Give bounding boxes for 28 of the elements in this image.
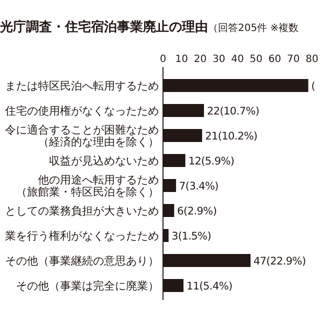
x-tick-label: 60 (268, 54, 282, 65)
x-tick-label: 0 (160, 54, 166, 65)
y-tick-label: 令に適合することが困難なため（経済的な理由を除く） (5, 124, 159, 148)
y-tick-label: その他（事業は完全に廃業） (16, 280, 159, 292)
data-label: 11(5.4%) (186, 280, 233, 292)
y-tick-label: または特区民泊へ転用するため (5, 80, 159, 92)
data-label: 6(2.9%) (177, 206, 217, 218)
x-tick-label: 80 (306, 54, 318, 65)
x-tick-label: 50 (250, 54, 262, 65)
chart-subtitle: （回答205件 ※複数 (208, 22, 299, 34)
y-tick-label: 収益が見込めないため (49, 154, 159, 168)
y-tick-label: 他の用途へ転用するため（旅館業・特区民泊を除く） (16, 174, 159, 198)
y-tick-label: 住宅の使用権がなくなったため (5, 104, 159, 118)
data-label: 22(10.7%) (206, 106, 260, 118)
y-tick-label: としての業務負担が大きいため (5, 204, 159, 218)
data-label: 12(5.9%) (188, 156, 234, 168)
x-tick-label: 10 (175, 54, 188, 65)
y-tick-label: 業を行う権利がなくなったため (5, 230, 159, 242)
x-tick-label: 40 (231, 54, 244, 65)
y-tick-label: その他（事業継続の意思あり） (5, 254, 159, 268)
data-label: 3(1.5%) (172, 230, 212, 242)
data-label: ( (311, 80, 316, 92)
x-tick-label: 20 (194, 54, 207, 65)
x-tick-label: 30 (212, 54, 226, 65)
data-label: 21(10.2%) (205, 130, 258, 142)
x-tick-label: 70 (287, 54, 300, 65)
data-label: 7(3.4%) (179, 180, 219, 192)
data-label: 47(22.9%) (254, 256, 306, 268)
